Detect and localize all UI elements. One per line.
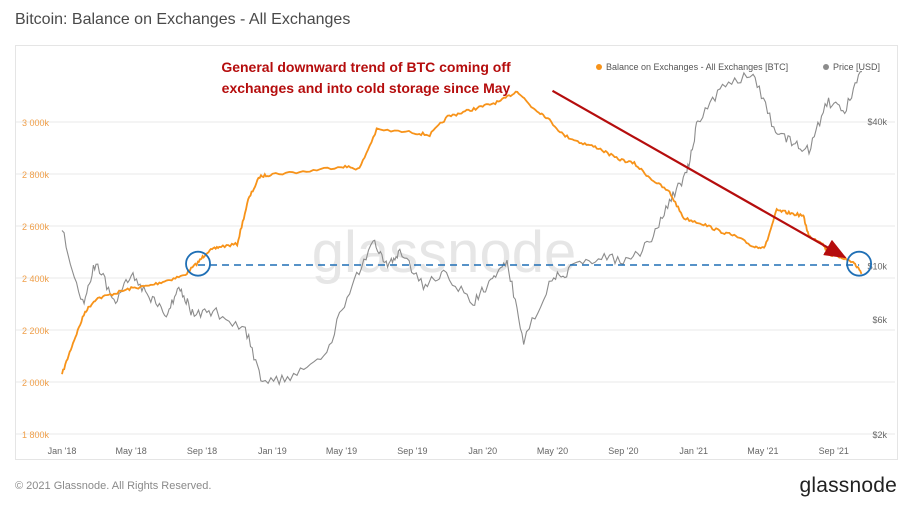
legend-price-swatch (823, 64, 829, 70)
left-tick-label: 2 400k (22, 274, 50, 284)
price-series-line (61, 71, 863, 386)
annotation-arrow (551, 89, 847, 259)
legend: Balance on Exchanges - All Exchanges [BT… (596, 62, 880, 72)
left-tick-label: 3 000k (22, 118, 50, 128)
left-tick-label: 2 600k (22, 222, 50, 232)
x-tick-label: Sep '21 (819, 446, 849, 456)
x-tick-label: Jan '19 (258, 446, 287, 456)
x-tick-label: May '20 (537, 446, 568, 456)
footer-logo: glassnode (799, 474, 897, 497)
x-tick-label: May '19 (326, 446, 357, 456)
footer-copyright: © 2021 Glassnode. All Rights Reserved. (15, 480, 212, 492)
x-tick-label: May '18 (116, 446, 147, 456)
right-axis: $2k $6k $10k $40k (867, 117, 887, 440)
x-tick-label: Sep '20 (608, 446, 638, 456)
marker-circle (846, 250, 873, 277)
legend-price-label: Price [USD] (833, 62, 880, 72)
x-tick-label: Jan '20 (468, 446, 497, 456)
right-tick-label: $2k (872, 430, 887, 440)
x-tick-label: Sep '19 (397, 446, 427, 456)
left-tick-label: 2 800k (22, 170, 50, 180)
markers (185, 250, 873, 277)
right-tick-label: $10k (867, 262, 887, 272)
legend-balance-swatch (596, 64, 602, 70)
legend-balance-label: Balance on Exchanges - All Exchanges [BT… (606, 62, 788, 72)
right-tick-label: $40k (867, 117, 887, 127)
annotation-text-line1: General downward trend of BTC coming off (221, 59, 511, 75)
left-tick-label: 1 800k (22, 430, 50, 440)
marker-circle (185, 250, 211, 277)
x-tick-label: Sep '18 (187, 446, 217, 456)
chart-panel (15, 45, 898, 460)
x-axis: Jan '18 May '18 Sep '18 Jan '19 May '19 Sep '… (48, 446, 849, 456)
page-title: Bitcoin: Balance on Exchanges - All Exch… (15, 11, 351, 28)
right-tick-label: $6k (872, 315, 887, 325)
x-tick-label: Jan '21 (679, 446, 708, 456)
x-tick-label: Jan '18 (48, 446, 77, 456)
left-tick-label: 2 000k (22, 378, 50, 388)
watermark: glassnode (312, 220, 576, 285)
left-axis: 1 800k 2 000k 2 200k 2 400k 2 600k 2 800k 3 00… (22, 118, 50, 440)
left-tick-label: 2 200k (22, 326, 50, 336)
grid-lines (16, 121, 895, 435)
x-tick-label: May '21 (747, 446, 778, 456)
annotation-text-line2: exchanges and into cold storage since Ma… (222, 80, 511, 96)
